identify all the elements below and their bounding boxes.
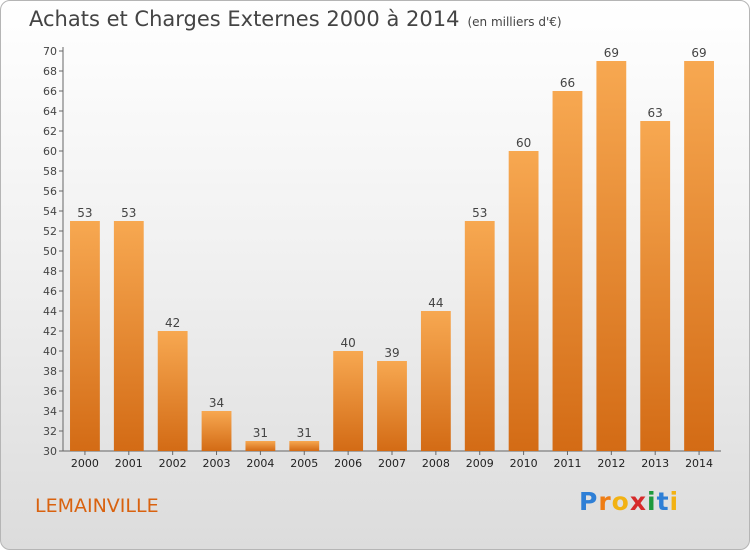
value-label: 53 [77,206,92,220]
bar [201,411,232,451]
y-tick-label: 58 [43,165,57,178]
value-label: 31 [253,426,268,440]
value-label: 44 [428,296,443,310]
axes: 30 32 34 36 38 40 42 44 46 48 50 52 54 56 58 60 62 64 66 68… [43,45,721,470]
y-tick-label: 54 [43,205,57,218]
x-tick-label: 2005 [290,457,318,470]
x-tick-label: 2012 [597,457,625,470]
y-tick-label: 52 [43,225,57,238]
logo-letter: r [598,487,612,516]
bar [113,221,144,451]
y-tick-label: 66 [43,85,57,98]
bar [157,331,188,451]
x-tick-label: 2000 [71,457,99,470]
bar [289,441,320,451]
x-tick-label: 2014 [685,457,713,470]
value-label: 53 [121,206,136,220]
bar [640,121,671,451]
y-tick-label: 68 [43,65,57,78]
x-tick-label: 2011 [553,457,581,470]
y-tick-label: 36 [43,385,57,398]
x-tick-label: 2013 [641,457,669,470]
y-tick-label: 40 [43,345,57,358]
chart-title: Achats et Charges Externes 2000 à 2014 (e… [29,7,562,31]
x-tick-label: 2003 [203,457,231,470]
y-tick-label: 56 [43,185,57,198]
logo-letter: o [611,487,630,516]
value-label: 39 [384,346,399,360]
bar [464,221,495,451]
logo-letter: P [579,487,599,516]
bar [596,61,627,451]
commune-name: LEMAINVILLE [35,495,159,517]
y-tick-label: 62 [43,125,57,138]
y-tick-label: 38 [43,365,57,378]
y-tick-label: 64 [43,105,57,118]
value-label: 60 [516,136,531,150]
value-label: 63 [648,106,663,120]
y-tick-label: 48 [43,265,57,278]
y-tick-label: 70 [43,45,57,58]
y-tick-label: 34 [43,405,57,418]
y-tick-label: 44 [43,305,57,318]
unit-note: (en milliers d'€) [467,15,562,29]
x-tick-label: 2009 [466,457,494,470]
x-tick-label: 2004 [246,457,274,470]
y-tick-label: 30 [43,445,57,458]
bar [420,311,451,451]
bar [70,221,100,451]
y-tick-label: 32 [43,425,57,438]
value-label: 69 [691,46,706,60]
bar [552,91,583,451]
logo-letter: i [669,487,680,516]
value-label: 34 [209,396,224,410]
x-tick-label: 2007 [378,457,406,470]
value-label: 40 [340,336,355,350]
y-tick-label: 60 [43,145,57,158]
y-tick-label: 46 [43,285,57,298]
value-label: 66 [560,76,575,90]
proxiti-logo[interactable]: Proxiti [579,487,679,516]
bar [245,441,276,451]
bars [70,61,714,451]
x-tick-label: 2006 [334,457,362,470]
logo-letter: i [647,487,657,516]
chart-title-text: Achats et Charges Externes 2000 à 2014 [29,7,460,31]
x-tick-label: 2008 [422,457,450,470]
y-tick-label: 50 [43,245,57,258]
x-tick-label: 2001 [115,457,143,470]
bar [377,361,407,451]
x-tick-label: 2002 [159,457,187,470]
x-tick-label: 2010 [510,457,538,470]
logo-letter: t [656,487,670,516]
y-tick-label: 42 [43,325,57,338]
value-label: 69 [604,46,619,60]
value-label: 53 [472,206,487,220]
value-label: 42 [165,316,180,330]
logo-letter: x [629,487,647,516]
value-labels: 53 53 42 34 31 31 40 39 44 53 60 66 69 63 69 [77,46,706,440]
bar [333,351,364,451]
bar [508,151,539,451]
bar [684,61,714,451]
value-label: 31 [297,426,312,440]
